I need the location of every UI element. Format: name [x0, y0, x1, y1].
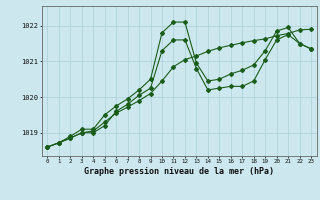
X-axis label: Graphe pression niveau de la mer (hPa): Graphe pression niveau de la mer (hPa)	[84, 167, 274, 176]
